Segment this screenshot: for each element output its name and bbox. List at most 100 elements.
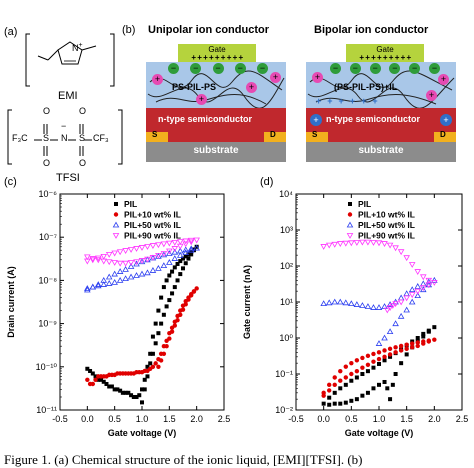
data-point (404, 346, 409, 352)
data-point (359, 302, 366, 308)
emi-structure (25, 33, 115, 87)
data-point (387, 352, 393, 357)
data-point (397, 312, 405, 319)
bipolar-device: Gate + + + + + + + + + − − − − − − (PS-P… (306, 44, 456, 166)
data-point (127, 260, 135, 266)
data-point (349, 378, 354, 383)
x-tick-label: 0.0 (317, 414, 330, 424)
data-point (371, 365, 376, 370)
data-point (85, 377, 90, 383)
plus-ion: + (270, 72, 281, 83)
data-point (164, 304, 169, 309)
data-point (100, 253, 108, 260)
data-point (127, 247, 135, 253)
data-point (375, 304, 383, 310)
data-point (365, 362, 371, 368)
data-point (93, 377, 98, 383)
data-point (365, 390, 370, 395)
legend-label: PIL+50 wt% IL (358, 220, 415, 230)
data-point (193, 244, 200, 251)
data-point (160, 251, 168, 257)
data-point (375, 340, 383, 346)
data-point (421, 334, 426, 339)
x-axis-label: Gate voltage (V) (345, 428, 414, 438)
semi-plus-ion: + (440, 114, 452, 126)
data-point (377, 361, 381, 366)
data-point (381, 241, 388, 247)
data-point (166, 248, 173, 255)
data-point (145, 364, 150, 369)
data-point (397, 249, 405, 256)
data-point (342, 240, 350, 247)
data-point (375, 240, 383, 247)
legend-label: PIL (124, 199, 137, 209)
minus-ion: − (349, 63, 361, 74)
data-point (105, 251, 113, 258)
data-point (96, 377, 101, 382)
data-point (432, 325, 437, 330)
data-point (133, 260, 140, 267)
panel-d-letter: (d) (260, 176, 274, 188)
data-point (191, 289, 197, 294)
data-point (187, 245, 195, 252)
data-point (166, 240, 173, 247)
tfsi-cf3-right: CF₃ (93, 133, 109, 143)
data-point (189, 252, 194, 257)
x-tick-label: 2.5 (218, 414, 231, 424)
data-point (138, 245, 146, 251)
data-point (178, 312, 183, 317)
data-point (176, 251, 184, 258)
y-tick-label: 10⁻¹ (275, 369, 293, 379)
x-tick-label: 1.0 (373, 414, 386, 424)
substrate-label: substrate (193, 145, 239, 156)
data-point (359, 239, 366, 246)
data-point (371, 359, 376, 364)
data-point (386, 328, 394, 335)
plus-ion: + (196, 94, 207, 105)
data-point (116, 249, 124, 256)
y-tick-label: 10⁰ (279, 333, 293, 343)
y-tick-label: 10⁻⁹ (38, 319, 57, 329)
data-point (133, 272, 140, 278)
data-point (397, 299, 405, 306)
data-point (93, 374, 98, 379)
data-point (194, 286, 199, 291)
data-point (186, 297, 191, 302)
data-point (156, 308, 161, 313)
data-point (354, 397, 359, 402)
data-point (388, 397, 393, 402)
data-point (131, 394, 136, 399)
plus-ion: + (246, 82, 257, 93)
data-point (164, 343, 169, 349)
x-tick-label: 2.0 (428, 414, 441, 424)
data-point (181, 256, 185, 261)
data-point (134, 394, 139, 399)
tfsi-n-minus: − (61, 121, 67, 131)
x-tick-label: -0.5 (288, 414, 304, 424)
tfsi-cf3-left: F₃C (12, 133, 28, 143)
data-point (159, 295, 164, 300)
data-point (365, 369, 370, 374)
data-point (343, 364, 348, 369)
data-point (176, 243, 184, 250)
y-tick-label: 10⁴ (279, 189, 293, 199)
data-point (187, 237, 195, 244)
data-point (349, 398, 354, 403)
tfsi-n: N (61, 133, 68, 143)
data-point (116, 276, 124, 283)
data-point (101, 379, 106, 384)
data-point (144, 269, 151, 276)
data-point (118, 388, 123, 393)
channel-strip (168, 132, 264, 142)
data-point (404, 352, 409, 357)
data-point (155, 242, 162, 249)
gate-current-chart: -0.5 0.0 0.5 1.0 1.5 2.0 2.5 10⁻² 10⁻¹ 10⁰ 10¹ 10² 1… (242, 189, 468, 438)
y-tick-label: 10⁻¹⁰ (36, 362, 58, 372)
interface-plus-row: ++++++ (316, 96, 384, 106)
semiconductor-label: n-type semiconductor (158, 114, 253, 124)
data-point (180, 307, 186, 312)
data-point (432, 337, 437, 342)
data-point (153, 341, 158, 346)
data-point (348, 240, 355, 247)
data-point (182, 241, 190, 248)
